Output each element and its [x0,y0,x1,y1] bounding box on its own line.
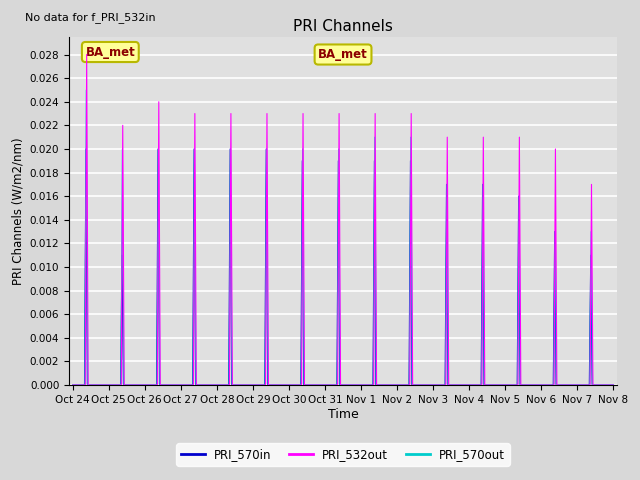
PRI_570in [502,382,509,388]
PRI_532out [479,134,487,140]
PRI_532out [610,382,618,388]
PRI_570out [83,87,90,93]
Text: BA_met: BA_met [318,48,368,61]
PRI_532out [502,382,509,388]
PRI_570in [610,382,618,388]
PRI_570out [502,382,509,388]
Y-axis label: PRI Channels (W/m2/nm): PRI Channels (W/m2/nm) [11,137,24,285]
Title: PRI Channels: PRI Channels [293,19,393,34]
PRI_532out [83,52,90,58]
PRI_570out [502,382,509,388]
PRI_570in [68,382,76,388]
Text: BA_met: BA_met [86,46,135,59]
PRI_570in [82,146,90,152]
Text: No data for f_PRI_532in: No data for f_PRI_532in [25,12,156,23]
PRI_570in [118,252,126,258]
PRI_570out [551,229,559,235]
PRI_532out [502,382,509,388]
Line: PRI_532out: PRI_532out [72,55,614,385]
PRI_532out [552,146,559,152]
Line: PRI_570in: PRI_570in [72,149,614,385]
PRI_570out [479,181,487,187]
Legend: PRI_570in, PRI_532out, PRI_570out: PRI_570in, PRI_532out, PRI_570out [176,443,510,466]
Line: PRI_570out: PRI_570out [72,90,614,385]
PRI_570out [610,382,618,388]
X-axis label: Time: Time [328,408,358,420]
PRI_570in [479,181,486,187]
PRI_570in [551,229,559,235]
PRI_570in [502,382,509,388]
PRI_532out [119,122,127,128]
PRI_570out [118,146,126,152]
PRI_570out [68,382,76,388]
PRI_532out [516,134,524,140]
PRI_532out [68,382,76,388]
PRI_570out [515,193,523,199]
PRI_570in [515,193,522,199]
